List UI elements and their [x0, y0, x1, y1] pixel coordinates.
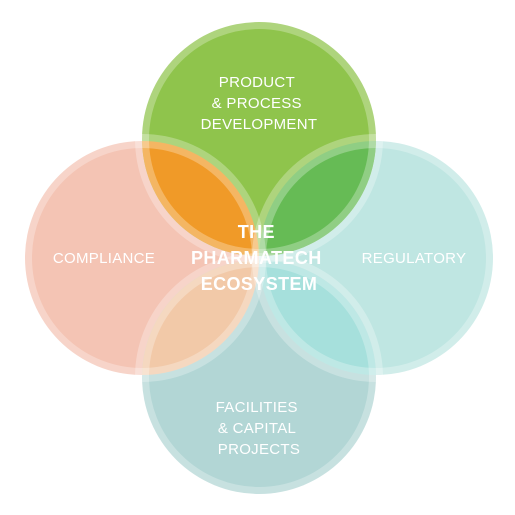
product-ring: [135, 15, 383, 263]
facilities-ring: [135, 253, 383, 501]
product-compliance-overlap: [142, 141, 259, 256]
regulatory-facilities-overlap: [259, 260, 376, 375]
facilities-label: FACILITIES & CAPITAL PROJECTS: [216, 399, 303, 458]
compliance-facilities-overlap: [142, 260, 259, 375]
center-label: THE PHARMATECH ECOSYSTEM: [191, 222, 327, 294]
regulatory-label: REGULATORY: [362, 250, 467, 267]
compliance-ring: [18, 134, 266, 382]
product-regulatory-overlap: [259, 141, 376, 256]
regulatory-ring: [252, 134, 500, 382]
compliance-label: COMPLIANCE: [53, 250, 155, 267]
product-label: PRODUCT & PROCESS DEVELOPMENT: [201, 74, 318, 133]
